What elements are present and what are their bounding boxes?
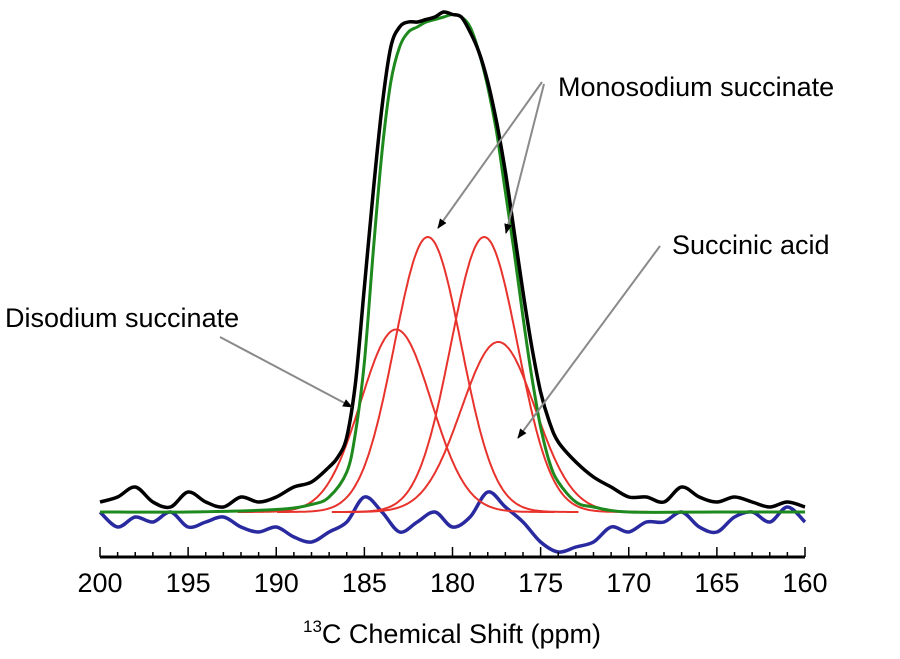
- component-peak-4: [331, 340, 665, 513]
- x-axis: 200 195 190 185 180 175 170 165 160: [77, 547, 828, 598]
- x-tick-label-190: 190: [254, 568, 299, 598]
- x-tick-label-195: 195: [166, 568, 211, 598]
- x-tick-label-165: 165: [694, 568, 739, 598]
- component-peak-2: [277, 236, 579, 513]
- experimental-line: [99, 10, 806, 510]
- x-tick-label-175: 175: [518, 568, 563, 598]
- x-tick-label-170: 170: [606, 568, 651, 598]
- arrow-disodium-succinate: [219, 336, 353, 408]
- annotation-monosodium-succinate: Monosodium succinate: [558, 72, 834, 102]
- arrow-monosodium-right: [504, 83, 545, 234]
- x-tick-label-160: 160: [782, 568, 827, 598]
- series-layer: [98, 10, 807, 554]
- x-axis-label: 13C Chemical Shift (ppm): [303, 617, 601, 649]
- annotations-layer: Monosodium succinate Succinic acid Disod…: [5, 72, 834, 439]
- residual-line: [98, 490, 807, 554]
- x-tick-label-185: 185: [342, 568, 387, 598]
- component-peak-3: [333, 236, 635, 513]
- x-axis-label-text: C Chemical Shift (ppm): [322, 619, 601, 649]
- arrow-succinic-acid: [517, 245, 661, 439]
- annotation-succinic-acid: Succinic acid: [672, 230, 830, 260]
- annotation-disodium-succinate: Disodium succinate: [5, 303, 239, 333]
- component-peak-1: [237, 328, 555, 513]
- x-axis-label-superscript: 13: [303, 617, 322, 636]
- arrow-monosodium-left: [437, 81, 543, 229]
- x-tick-label-200: 200: [77, 568, 122, 598]
- x-tick-label-180: 180: [430, 568, 475, 598]
